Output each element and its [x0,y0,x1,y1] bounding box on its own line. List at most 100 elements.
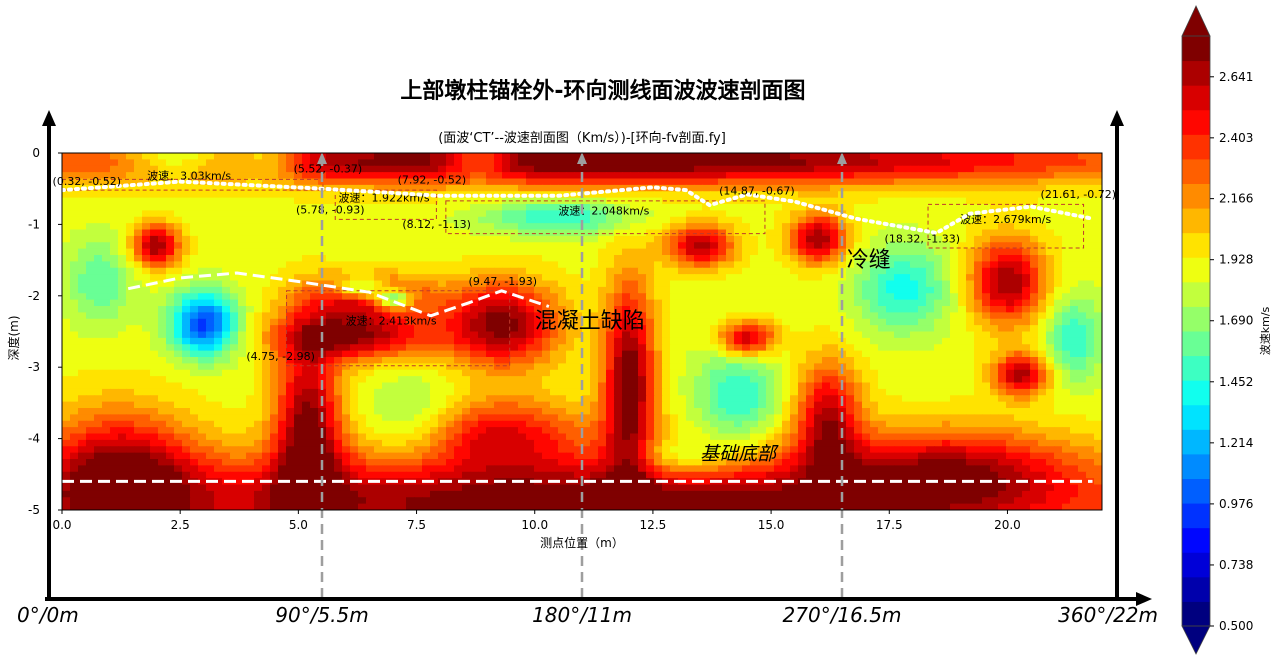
heat-cell [1070,235,1079,243]
heat-cell [846,388,855,396]
heat-cell [558,242,567,250]
heat-cell [726,210,735,218]
heat-cell [174,235,183,243]
heat-cell [566,210,575,218]
heat-cell [958,382,967,390]
heat-cell [222,153,231,160]
heat-cell [174,242,183,250]
heat-cell [854,267,863,275]
heat-cell [118,197,127,205]
heat-cell [870,153,879,160]
heat-cell [390,153,399,160]
heat-cell [606,165,615,173]
heat-cell [478,229,487,237]
heat-cell [934,197,943,205]
heat-cell [398,337,407,345]
heat-cell [926,274,935,282]
heat-cell [830,274,839,282]
heat-cell [990,223,999,231]
heat-cell [542,357,551,364]
heat-cell [398,306,407,313]
heat-cell [134,369,143,377]
heat-cell [606,325,615,333]
heat-cell [966,197,975,205]
heat-cell [166,286,175,294]
heat-cell [910,204,919,211]
heat-cell [1046,165,1055,173]
heat-cell [878,357,887,364]
heat-cell [598,344,607,352]
heat-cell [486,178,495,186]
heat-cell [886,242,895,250]
heat-cell [750,204,759,211]
heat-cell [686,299,695,307]
heat-cell [982,235,991,243]
heat-cell [622,267,631,275]
heat-cell [646,286,655,294]
heat-cell [110,369,119,377]
heat-cell [590,165,599,173]
heat-cell [590,229,599,237]
heat-cell [230,191,239,199]
heat-cell [358,274,367,282]
heat-cell [414,210,423,218]
heat-cell [526,229,535,237]
heat-cell [422,223,431,231]
heat-cell [1062,223,1071,231]
heat-cell [622,191,631,199]
heat-cell [374,178,383,186]
heat-cell [718,165,727,173]
heat-cell [454,382,463,390]
heat-cell [1078,357,1087,364]
heat-cell [102,350,111,358]
heat-cell [806,325,815,333]
heat-cell [702,210,711,218]
heat-cell [1062,363,1071,371]
heat-cell [110,312,119,320]
heat-cell [118,350,127,358]
heat-cell [758,223,767,231]
heat-cell [142,178,151,186]
heat-cell [214,350,223,358]
heat-cell [294,299,303,307]
heat-cell [814,267,823,275]
heat-cell [486,255,495,262]
heat-cell [238,242,247,250]
heat-cell [974,178,983,186]
heat-cell [422,350,431,358]
heat-cell [126,261,135,269]
heat-cell [142,242,151,250]
heat-cell [358,331,367,339]
heat-cell [1046,242,1055,250]
heat-cell [1070,197,1079,205]
heat-cell [214,153,223,160]
heat-cell [726,293,735,301]
heat-cell [726,299,735,307]
heat-cell [78,331,87,339]
heat-cell [790,159,799,167]
heat-cell [918,318,927,326]
heat-cell [278,159,287,167]
heat-cell [830,350,839,358]
heat-cell [830,153,839,160]
heat-cell [510,223,519,231]
heat-cell [942,337,951,345]
heat-cell [230,229,239,237]
heat-cell [230,255,239,262]
heat-cell [174,255,183,262]
heat-cell [1046,204,1055,211]
heat-cell [502,229,511,237]
heat-cell [310,331,319,339]
heat-cell [990,235,999,243]
heat-cell [102,331,111,339]
heat-cell [78,153,87,160]
heat-cell [150,369,159,377]
heat-cell [86,165,95,173]
heat-cell [310,172,319,180]
heat-cell [878,312,887,320]
heat-cell [166,159,175,167]
heat-cell [534,369,543,377]
heat-cell [558,344,567,352]
heat-cell [582,255,591,262]
heat-cell [870,286,879,294]
